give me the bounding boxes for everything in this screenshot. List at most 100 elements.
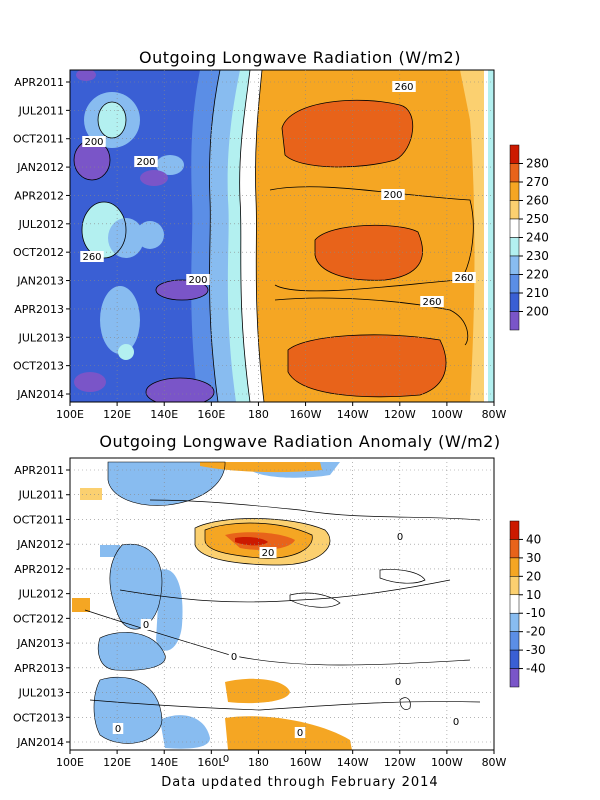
bottom-x-tick-label: 140E (150, 756, 178, 769)
top-x-tick-label: 120W (384, 408, 416, 421)
bottom-x-tick-label: 160E (197, 756, 225, 769)
bottom-plot-frame (69, 457, 495, 751)
bottom-plot-area (70, 458, 494, 750)
top-region-white (232, 70, 264, 402)
top-min-6 (76, 70, 96, 81)
bottom-neg-5 (98, 632, 166, 671)
top-colorbar-swatch (509, 292, 520, 312)
top-contour-label-bg (381, 189, 405, 200)
bottom-colorbar-label: -20 (526, 625, 546, 639)
top-x-tick-label: 100E (56, 408, 84, 421)
bottom-colorbar-label: 40 (526, 532, 541, 546)
top-colorbar-label: 200 (526, 305, 549, 319)
top-y-tick-label: JUL2013 (18, 331, 64, 344)
bottom-colorbar-label: 30 (526, 551, 541, 565)
top-patch-2 (98, 102, 126, 138)
top-contour-label-bg (452, 272, 476, 283)
bottom-y-tick-label: JUL2011 (18, 489, 64, 502)
bottom-pos-7 (225, 716, 352, 750)
bottom-colorbar-swatch (509, 576, 520, 596)
top-min-1 (74, 140, 110, 180)
bottom-y-axis: APR2011 JUL2011 OCT2011 JAN2012 APR2012 JUL20… (13, 464, 70, 749)
bottom-y-tick-label: OCT2012 (13, 612, 64, 625)
bottom-contour-labels: 20 0 0 0 0 0 0 0 0 (112, 531, 462, 765)
bottom-x-tick-label: 100W (431, 756, 463, 769)
top-x-tick-label: 140E (150, 408, 178, 421)
bottom-chart-title: Outgoing Longwave Radiation Anomaly (W/m… (99, 432, 501, 451)
bottom-x-axis: 100E 120E 140E 160E 180 160W 140W 120W 100W 80W (56, 750, 507, 769)
bottom-colorbar-swatch (509, 539, 520, 559)
top-y-tick-label: APR2012 (14, 189, 64, 202)
top-x-tick-label: 120E (103, 408, 131, 421)
bottom-colorbar-swatch (509, 612, 520, 632)
bottom-neg-3 (109, 544, 162, 630)
top-y-tick-label: OCT2011 (13, 133, 64, 146)
bottom-x-tick-label: 160W (290, 756, 322, 769)
top-colorbar-swatch (509, 237, 520, 257)
top-colorbar-swatch (509, 274, 520, 294)
bottom-y-tick-label: JAN2012 (16, 538, 64, 551)
top-patch-6 (100, 286, 140, 354)
bottom-x-tick-label: 80W (482, 756, 507, 769)
bottom-contour-label-bg (220, 753, 232, 764)
top-y-tick-label: OCT2012 (13, 246, 64, 259)
bottom-x-tick-label: 120E (103, 756, 131, 769)
bottom-contour-label: 0 (223, 754, 229, 765)
top-colorbar-swatch (509, 311, 520, 331)
top-colorbar-swatch (509, 144, 520, 164)
bottom-contour-label-bg (140, 619, 152, 630)
bottom-pos-1 (200, 462, 322, 473)
bottom-contour-label: 0 (143, 620, 149, 631)
bottom-y-tick-label: OCT2011 (13, 513, 64, 526)
top-x-axis: 100E 120E 140E 160E 180 160W 140W 120W 100W 80W (56, 402, 507, 421)
top-x-tick-label: 160W (290, 408, 322, 421)
bottom-y-tick-label: APR2012 (14, 563, 64, 576)
top-y-tick-label: JUL2012 (18, 218, 64, 231)
top-contour-label: 200 (383, 190, 402, 201)
bottom-contour-label: 0 (397, 532, 403, 543)
top-min-5 (74, 372, 106, 392)
bottom-neg-7 (160, 715, 210, 749)
bottom-contour-label-bg (259, 547, 277, 558)
top-min-2 (140, 170, 168, 186)
top-chart-title: Outgoing Longwave Radiation (W/m2) (139, 48, 461, 67)
bottom-contour-label: 0 (115, 724, 121, 735)
bottom-colorbar-swatch (509, 557, 520, 577)
top-colorbar-label: 280 (526, 157, 549, 171)
bottom-colorbar: 40 30 20 10 -10 -20 -30 -40 (509, 520, 546, 688)
bottom-pos-6 (225, 678, 290, 704)
top-colorbar-label: 220 (526, 268, 549, 282)
bottom-colorbar-swatch (509, 520, 520, 540)
bottom-y-tick-label: JAN2014 (16, 736, 64, 749)
top-core-2 (315, 225, 423, 281)
top-colorbar-swatch (509, 255, 520, 275)
bottom-colorbar-swatch (509, 668, 520, 688)
bottom-contour-label-bg (392, 676, 404, 687)
bottom-colorbar-label: -30 (526, 643, 546, 657)
top-y-tick-label: JAN2012 (16, 161, 64, 174)
top-contour-label: 260 (394, 82, 413, 93)
bottom-neg-9 (80, 488, 102, 500)
top-contour-label: 260 (422, 297, 441, 308)
top-y-tick-label: JAN2013 (16, 275, 64, 288)
top-colorbar-swatch (509, 200, 520, 220)
top-core-1 (282, 100, 413, 167)
bottom-pos-8 (72, 598, 90, 612)
bottom-contour-label-bg (450, 716, 462, 727)
footer-note: Data updated through February 2014 (161, 775, 439, 790)
top-patch-8 (156, 155, 184, 175)
top-contour-label: 200 (84, 137, 103, 148)
top-contour-label-bg (82, 136, 106, 147)
bottom-contour-label-bg (294, 727, 306, 738)
top-colorbar-swatch (509, 163, 520, 183)
top-min-4 (146, 378, 214, 402)
top-colorbar-label: 240 (526, 231, 549, 245)
top-y-tick-label: JUL2011 (18, 104, 64, 117)
top-colorbar-label: 210 (526, 286, 549, 300)
bottom-pos-5 (235, 537, 268, 546)
top-contour-label-bg (80, 251, 104, 262)
top-x-tick-label: 140W (337, 408, 369, 421)
bottom-contour-label: 20 (262, 548, 275, 559)
top-patch-4 (108, 218, 144, 258)
